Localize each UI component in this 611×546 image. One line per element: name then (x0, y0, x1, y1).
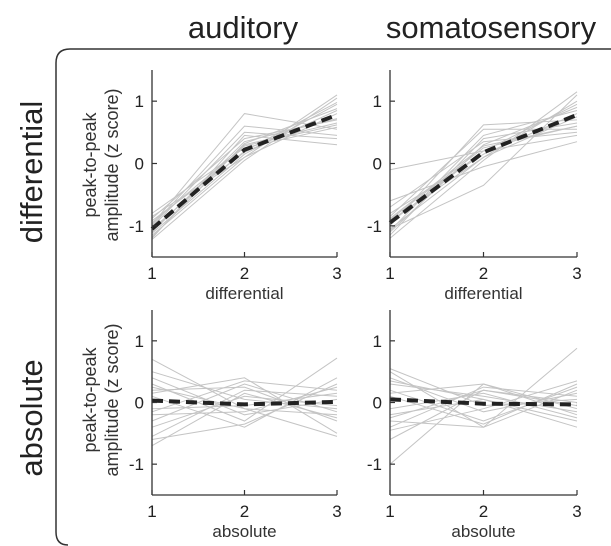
column-title-auditory: auditory (188, 10, 299, 45)
mean-line (388, 113, 578, 225)
row-title-differential: differential (14, 101, 49, 243)
y-tick-label: -1 (367, 455, 382, 474)
x-tick-label: 1 (147, 502, 156, 521)
y-tick-label: 1 (373, 332, 382, 351)
subject-line-6 (151, 125, 338, 227)
x-tick-label: 2 (479, 502, 488, 521)
y-tick-label: 0 (135, 155, 144, 174)
ylabel-top: peak-to-peak amplitude (z score) (80, 88, 122, 241)
subject-line-7 (151, 371, 338, 410)
subject-line-15 (389, 125, 578, 219)
ylabel-top-line1: peak-to-peak (80, 111, 100, 217)
x-tick-label: 3 (572, 264, 581, 283)
ylabel-bottom-line2: amplitude (z score) (102, 323, 122, 476)
subject-line-3 (389, 383, 578, 413)
ylabel-bottom-line1: peak-to-peak (80, 346, 100, 452)
x-axis-label: absolute (212, 522, 276, 541)
subject-line-15 (389, 380, 578, 422)
mean-line (151, 398, 338, 407)
y-tick-label: 0 (373, 394, 382, 413)
subject-line-13 (151, 377, 338, 428)
x-tick-label: 2 (240, 264, 249, 283)
y-tick-label: -1 (129, 217, 144, 236)
subject-line-3 (151, 357, 338, 422)
subject-line-16 (389, 389, 578, 419)
row-title-absolute: absolute (14, 359, 49, 476)
subject-line-12 (389, 131, 578, 208)
subject-line-16 (151, 131, 338, 228)
x-tick-label: 1 (385, 502, 394, 521)
subject-line-10 (389, 392, 578, 419)
subject-line-16 (389, 134, 578, 171)
subject-line-15 (151, 386, 338, 437)
subject-line-1 (151, 108, 338, 238)
y-tick-label: 0 (135, 394, 144, 413)
panel-somatosensory-differential: -1 0 1 1 2 3 differential (367, 70, 582, 303)
x-tick-label: 2 (479, 264, 488, 283)
subject-line-5 (151, 377, 338, 434)
subject-line-2 (389, 100, 578, 230)
x-tick-label: 3 (332, 502, 341, 521)
subject-line-16 (151, 380, 338, 413)
subject-line-13 (389, 383, 578, 410)
x-tick-label: 1 (147, 264, 156, 283)
subject-line-11 (389, 94, 578, 230)
subject-line-4 (389, 386, 578, 428)
mean-line (389, 397, 578, 407)
grid-bracket (55, 48, 611, 546)
x-tick-label: 3 (332, 264, 341, 283)
x-axis-label: differential (444, 284, 522, 303)
y-tick-label: 1 (373, 92, 382, 111)
y-tick-label: 1 (135, 92, 144, 111)
x-tick-label: 3 (572, 502, 581, 521)
y-tick-label: -1 (367, 217, 382, 236)
y-tick-label: -1 (129, 455, 144, 474)
x-tick-label: 1 (385, 264, 394, 283)
subject-line-14 (151, 392, 338, 447)
ylabel-top-line2: amplitude (z score) (102, 88, 122, 241)
subject-line-9 (389, 383, 578, 425)
subject-line-9 (389, 122, 578, 236)
subject-line-7 (389, 119, 578, 227)
column-title-somatosensory: somatosensory (386, 10, 597, 45)
subject-line-6 (389, 141, 578, 202)
x-axis-label: absolute (451, 522, 515, 541)
y-tick-label: 1 (135, 332, 144, 351)
subject-line-5 (389, 128, 577, 217)
x-axis-label: differential (205, 284, 283, 303)
panel-auditory-differential: -1 0 1 1 2 3 differential (129, 70, 342, 303)
subject-line-15 (151, 94, 338, 217)
ylabel-bottom: peak-to-peak amplitude (z score) (80, 323, 122, 476)
panel-somatosensory-absolute: -1 0 1 1 2 3 absolute (367, 310, 582, 541)
subject-line-7 (389, 377, 578, 413)
y-tick-label: 0 (373, 155, 382, 174)
subject-line-3 (389, 125, 578, 220)
subject-line-2 (151, 103, 338, 234)
subject-line-6 (151, 386, 338, 416)
subject-line-4 (389, 91, 578, 239)
subject-line-14 (389, 380, 578, 431)
x-tick-label: 2 (240, 502, 249, 521)
panel-auditory-absolute: -1 0 1 1 2 3 absolute (129, 310, 342, 541)
mean-line (150, 113, 338, 231)
